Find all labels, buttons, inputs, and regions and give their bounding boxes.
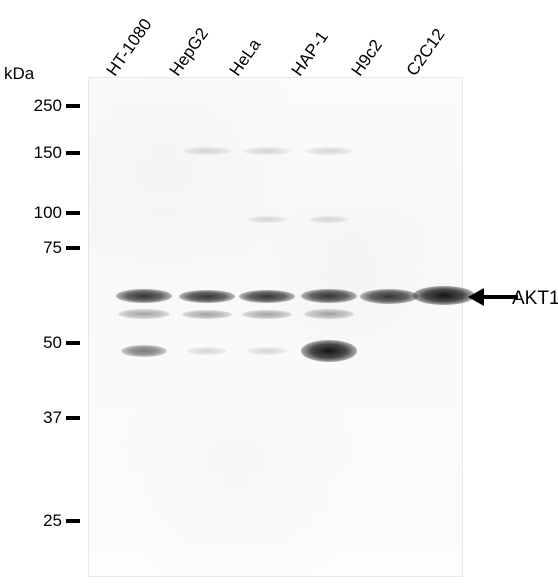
blot-band — [360, 289, 418, 304]
lane-label: C2C12 — [403, 25, 450, 80]
blot-band — [243, 147, 291, 155]
blot-band — [187, 347, 227, 355]
lane-label: HeLa — [226, 35, 266, 80]
blot-band — [183, 147, 231, 155]
blot-band — [242, 310, 292, 319]
mw-marker-label: 50 — [4, 333, 62, 353]
mw-marker-tick — [66, 246, 80, 250]
mw-marker-tick — [66, 416, 80, 420]
lane-label: HepG2 — [166, 24, 213, 80]
mw-marker-label: 100 — [4, 203, 62, 223]
blot-band — [182, 310, 232, 319]
blot-band — [247, 216, 287, 223]
lane-label: HAP-1 — [288, 28, 333, 80]
mw-marker-tick — [66, 341, 80, 345]
mw-marker-tick — [66, 211, 80, 215]
mw-marker-tick — [66, 151, 80, 155]
blot-band — [304, 309, 354, 319]
blot-band — [301, 340, 357, 362]
blot-membrane — [88, 77, 463, 577]
blot-band — [413, 286, 475, 305]
blot-band — [309, 216, 349, 223]
blot-band — [305, 147, 353, 155]
blot-band — [121, 345, 167, 357]
blot-band — [179, 290, 235, 303]
blot-band — [301, 289, 357, 303]
target-protein-label: AKT1 — [512, 288, 558, 310]
lane-label: HT-1080 — [103, 15, 157, 80]
mw-marker-label: 25 — [4, 511, 62, 531]
lane-label: H9c2 — [348, 36, 387, 80]
mw-marker-label: 37 — [4, 408, 62, 428]
mw-marker-label: 75 — [4, 238, 62, 258]
mw-marker-tick — [66, 519, 80, 523]
mw-marker-label: 250 — [4, 96, 62, 116]
western-blot-figure: kDa 250 150 100 75 50 37 25 HT-1080HepG2 HeLa HA… — [0, 0, 558, 588]
blot-band — [116, 289, 172, 303]
mw-marker-label: 150 — [4, 143, 62, 163]
blot-band — [239, 290, 295, 303]
blot-band — [247, 347, 287, 355]
y-axis-title: kDa — [4, 64, 44, 84]
mw-marker-tick — [66, 104, 80, 108]
blot-band — [118, 309, 170, 319]
